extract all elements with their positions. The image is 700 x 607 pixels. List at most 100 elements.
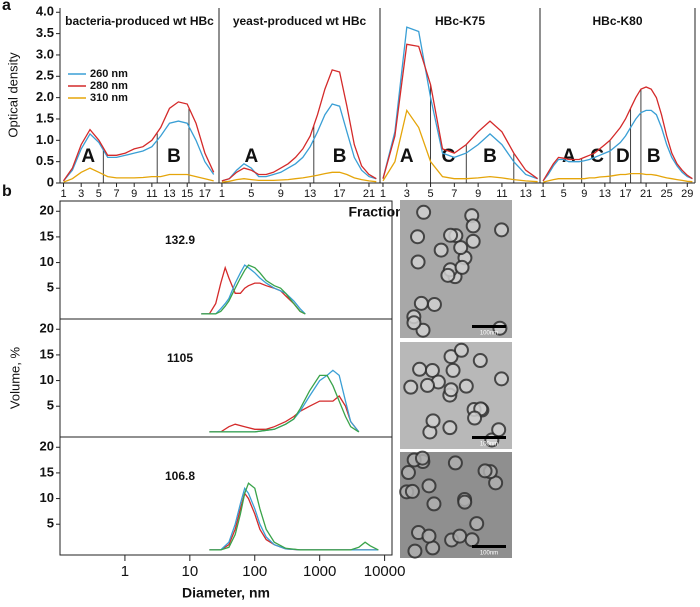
chart-title: bacteria-produced wt HBc [65,14,214,28]
series-line [63,167,214,183]
particle [440,267,456,283]
x-tick-label: 1000 [303,563,336,580]
region-label: C [442,146,456,167]
x-tick-label: 11 [496,188,507,200]
x-tick-label: 25 [661,188,673,200]
y-tick-label: 0.5 [36,153,54,168]
x-tick-label: 15 [181,188,193,200]
y-tick-label: 5 [47,280,54,295]
series-line [201,265,306,315]
particle [400,465,416,481]
particle [477,463,493,479]
series-line [382,108,538,183]
particle [443,227,459,243]
x-axis-label: Diameter, nm [182,585,270,601]
particle [457,494,473,510]
x-tick-label: 10000 [364,563,406,580]
series-line [201,264,306,315]
annotation: 106.8 [165,469,195,483]
region-label: B [167,146,181,167]
particle [410,229,426,245]
x-tick-label: 17 [333,188,345,200]
micrograph: 100nm [399,450,512,559]
y-tick-label: 3.0 [36,46,54,61]
y-tick-label: 10 [40,372,54,387]
x-tick-label: 21 [640,188,652,200]
series-line [221,103,377,182]
x-tick-label: 9 [131,188,137,200]
y-tick-label: 0 [47,174,54,189]
series-line [209,374,360,433]
x-tick-label: 17 [619,188,631,200]
region-label: B [333,146,347,167]
region-label: A [562,146,576,167]
y-tick-label: 15 [40,464,54,479]
y-tick-label: 3.5 [36,25,54,40]
series-line [201,264,306,315]
series-line [63,120,215,182]
annotation: 132.9 [165,233,195,247]
particle [467,410,483,426]
plot-frame [59,318,393,438]
series-line [209,491,379,551]
micrograph: 100nm [400,342,512,449]
y-tick-label: 5 [47,398,54,413]
particle [407,543,423,559]
scale-bar-label: 100nm [480,551,498,557]
legend-label: 310 nm [90,92,128,104]
x-tick-label: 13 [520,188,532,200]
particle [416,204,432,220]
y-tick-label: 15 [40,346,54,361]
series-line [209,486,379,551]
x-axis-label: Fractions [348,204,411,220]
x-tick-label: 9 [475,188,481,200]
x-tick-label: 29 [681,188,693,200]
particle [403,379,419,395]
particle [421,528,437,544]
particle [447,455,463,471]
series-line [542,172,693,183]
series-line [221,171,377,183]
scale-bar [472,325,506,328]
y-tick-label: 15 [40,228,54,243]
particle [452,528,468,544]
series-line [542,86,693,182]
particle [420,377,436,393]
x-tick-label: 9 [581,188,587,200]
x-tick-label: 5 [96,188,102,200]
y-tick-label: 20 [40,203,54,218]
x-tick-label: 13 [163,188,175,200]
region-label: B [647,146,661,167]
x-tick-label: 9 [278,188,284,200]
y-tick-label: 1.0 [36,132,54,147]
particle [465,218,481,234]
x-tick-label: 1 [219,188,225,200]
particle [491,422,507,438]
x-tick-label: 5 [248,188,254,200]
y-axis-label: Volume, % [7,346,22,409]
particle [413,295,429,311]
particle [445,362,461,378]
particle [472,353,488,369]
region-label: A [244,146,258,167]
y-tick-label: 4.0 [36,4,54,19]
panel-label: a [2,0,11,14]
particle [443,382,459,398]
particle [424,362,440,378]
panel-label: b [2,183,12,200]
region-label: D [616,146,630,167]
series-line [209,482,379,551]
series-line [221,69,377,182]
particle [426,296,442,312]
x-tick-label: 7 [113,188,119,200]
x-tick-label: 10 [181,563,198,580]
x-tick-label: 13 [599,188,611,200]
particle [406,315,422,331]
particle [426,496,442,512]
particle [453,342,469,358]
scale-bar-label: 100nm [480,442,498,448]
series-line [542,109,693,182]
region-label: B [483,146,497,167]
particle [492,320,508,336]
